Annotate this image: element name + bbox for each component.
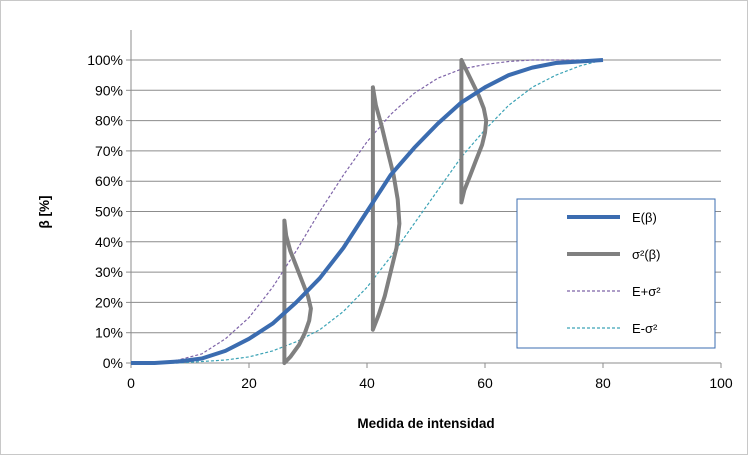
y-tick-label: 70% [95, 143, 123, 159]
y-tick-label: 30% [95, 264, 123, 280]
x-tick-label: 20 [241, 375, 257, 391]
series-variance-curve-1 [282, 218, 313, 365]
x-tick-label: 40 [359, 375, 375, 391]
series-group [131, 58, 604, 365]
x-tick-label: 100 [709, 375, 733, 391]
x-ticks: 0 20 40 60 80 100 [127, 363, 733, 391]
y-tick-label: 80% [95, 113, 123, 129]
y-tick-label: 90% [95, 82, 123, 98]
y-axis-title: β [%] [37, 196, 52, 229]
y-tick-label: 20% [95, 294, 123, 310]
x-axis-title: Medida de intensidad [357, 416, 494, 431]
y-tick-label: 60% [95, 173, 123, 189]
series-line-upper [131, 59, 603, 364]
legend-label-lower: E-σ² [632, 321, 658, 336]
y-tick-label: 0% [103, 355, 123, 371]
legend-label-upper: E+σ² [632, 284, 661, 299]
x-tick-label: 80 [595, 375, 611, 391]
y-tick-label: 40% [95, 234, 123, 250]
series-variance-curve-2 [370, 85, 402, 332]
y-ticks: 0% 10% 20% 30% 40% 50% 60% 70% 80% 90% 100% [87, 52, 131, 371]
x-tick-label: 0 [127, 375, 135, 391]
legend: E(β) σ²(β) E+σ² E-σ² [516, 198, 716, 349]
series-line-mean [131, 58, 604, 365]
legend-label-variance: σ²(β) [632, 247, 661, 262]
x-tick-label: 60 [477, 375, 493, 391]
y-tick-label: 50% [95, 204, 123, 220]
y-tick-label: 100% [87, 52, 123, 68]
legend-label-mean: E(β) [632, 210, 657, 225]
legend-box [516, 198, 716, 349]
series-variance-curve-3 [459, 58, 489, 205]
y-tick-label: 10% [95, 325, 123, 341]
